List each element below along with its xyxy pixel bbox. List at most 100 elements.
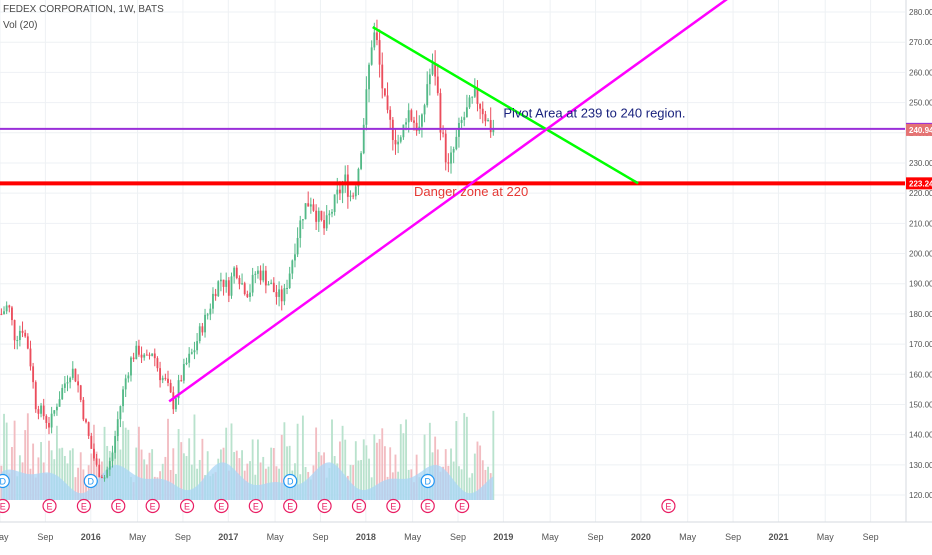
candle — [325, 215, 328, 229]
candle — [376, 32, 378, 41]
volume-bar — [286, 446, 288, 500]
candle — [29, 348, 32, 367]
earnings-marker — [111, 498, 126, 514]
volume-bar — [177, 429, 180, 500]
candle — [193, 350, 196, 353]
candle — [130, 357, 132, 376]
earnings-marker-label: E — [253, 502, 259, 512]
volume-bar — [458, 466, 460, 500]
volume-bar — [182, 453, 185, 500]
earnings-marker — [145, 498, 160, 514]
candle — [132, 357, 135, 360]
volume-bar — [172, 448, 175, 500]
earnings-marker-label: E — [665, 502, 671, 512]
candle — [479, 103, 482, 109]
candle — [312, 204, 315, 211]
x-tick-label: Sep — [37, 532, 53, 542]
volume-bar — [455, 421, 458, 500]
volume-bar — [135, 447, 138, 500]
candle — [206, 314, 209, 316]
x-tick-label: 2017 — [218, 532, 238, 542]
candle — [26, 336, 29, 349]
y-tick-label: 150.00 — [909, 400, 932, 409]
y-tick-label: 260.00 — [909, 68, 932, 77]
x-tick-label: May — [267, 532, 285, 542]
candle — [344, 174, 347, 185]
lower-trendline — [168, 0, 728, 403]
volume-bar — [198, 459, 201, 500]
earnings-marker-label: E — [218, 502, 224, 512]
volume-bar — [140, 449, 143, 500]
candle — [214, 293, 217, 297]
x-tick-label: Sep — [725, 532, 741, 542]
candle — [5, 305, 8, 312]
x-tick-label: 2020 — [631, 532, 651, 542]
candle — [439, 93, 442, 133]
candle — [198, 326, 201, 342]
candle — [262, 270, 265, 281]
candle — [116, 419, 119, 437]
volume-bar — [137, 426, 140, 500]
candle — [148, 354, 151, 356]
candle — [346, 174, 349, 197]
volume-bar — [428, 422, 431, 500]
dividend-marker — [283, 473, 298, 489]
volume-bar — [103, 426, 106, 500]
price-axis-bg — [906, 0, 932, 550]
y-tick-label: 160.00 — [909, 370, 932, 379]
x-tick-label: May — [542, 532, 560, 542]
danger-price-tag: 223.24 — [909, 179, 932, 188]
candle — [368, 64, 370, 90]
x-tick-label: 2018 — [356, 532, 376, 542]
candle — [301, 219, 304, 221]
x-tick-label: May — [404, 532, 422, 542]
volume-bar — [381, 428, 384, 500]
volume-bar — [69, 450, 72, 500]
volume-bar — [71, 448, 74, 500]
candle — [111, 452, 114, 462]
grid — [0, 0, 905, 522]
dividend-marker — [0, 473, 10, 489]
candle — [243, 283, 246, 295]
candle — [420, 114, 423, 127]
candle — [476, 88, 479, 104]
candle — [487, 120, 489, 122]
volume-bar — [61, 447, 64, 500]
candle — [77, 381, 80, 386]
candle — [180, 380, 183, 382]
volume-bar — [373, 434, 376, 500]
y-tick-label: 180.00 — [909, 310, 932, 319]
candle — [219, 279, 222, 282]
candle — [249, 292, 251, 297]
candle — [143, 354, 146, 358]
candle — [106, 469, 109, 478]
volume-bar — [259, 462, 262, 500]
candle — [426, 84, 429, 106]
volume-bar — [354, 441, 357, 500]
candle — [42, 405, 45, 417]
earnings-marker — [661, 498, 676, 514]
earnings-marker — [179, 498, 195, 514]
y-tick-label: 280.00 — [909, 8, 932, 17]
candle — [278, 289, 281, 297]
y-tick-label: 210.00 — [909, 219, 932, 228]
candle — [151, 353, 154, 356]
candle — [339, 189, 341, 194]
event-markers: D D D D E E E E E E E E E E E E E E E — [0, 473, 676, 514]
earnings-marker-label: E — [390, 502, 396, 512]
candle — [455, 136, 458, 150]
candle — [402, 124, 405, 138]
candle — [349, 195, 352, 197]
earnings-marker-label: E — [459, 502, 465, 512]
candle — [8, 305, 11, 308]
volume-bar — [402, 433, 405, 500]
earnings-marker — [214, 498, 229, 514]
volume-bar — [180, 442, 183, 500]
x-tick-label: 2016 — [81, 532, 101, 542]
volume-bar — [82, 469, 85, 500]
volume-bar — [270, 447, 273, 500]
candle — [222, 279, 225, 287]
candle — [74, 368, 77, 382]
